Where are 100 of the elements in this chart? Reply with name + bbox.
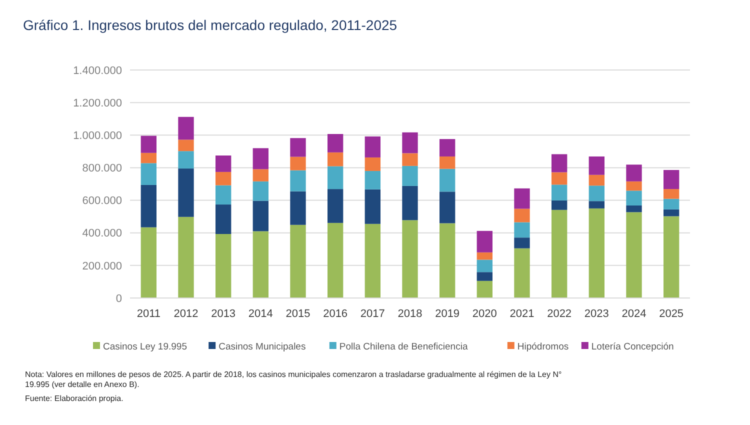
bar — [551, 210, 568, 298]
bar — [626, 190, 642, 206]
bar — [215, 185, 232, 205]
bar — [140, 227, 157, 298]
bar — [476, 252, 493, 260]
x-tick-label: 2018 — [398, 308, 422, 320]
bar — [551, 184, 568, 200]
bar — [476, 260, 493, 272]
bar — [626, 205, 642, 212]
x-tick-label: 2013 — [211, 308, 236, 320]
bar — [364, 189, 381, 224]
bar — [252, 169, 269, 182]
bar — [551, 154, 568, 172]
bar — [402, 186, 418, 220]
bar — [140, 184, 157, 228]
bar — [626, 181, 642, 191]
bar — [178, 151, 194, 169]
bar — [252, 148, 269, 170]
bar — [364, 157, 381, 171]
bar — [663, 189, 680, 199]
bar — [290, 156, 306, 170]
bar — [476, 230, 493, 252]
x-tick-label: 2015 — [286, 308, 310, 320]
bar — [364, 136, 381, 158]
source-note: Fuente: Elaboración propia. — [25, 394, 124, 403]
text: Nota: Valores en millones de pesos de 2025. A partir de 2018, los casinos municipales comenzaron a trasladarse gradualmente al régimen de la Ley N° 19.995 (ver detalle en Anexo B). — [25, 370, 562, 389]
bar — [663, 170, 680, 190]
x-tick-label: 2011 — [136, 308, 160, 320]
bar — [215, 204, 232, 234]
bar — [327, 152, 344, 166]
x-tick-label: 2020 — [472, 308, 497, 320]
bar — [663, 216, 680, 298]
bar — [178, 140, 194, 152]
bar — [439, 156, 456, 169]
bar — [514, 222, 530, 238]
bar — [514, 208, 530, 222]
bar — [327, 166, 344, 190]
y-tick-label: 600.000 — [82, 195, 122, 208]
y-tick-label: 1.400.000 — [73, 64, 122, 77]
bar — [252, 181, 269, 201]
legend-label: Hipódromos — [517, 341, 569, 352]
x-tick-label: 2016 — [323, 308, 348, 320]
bar — [551, 200, 568, 210]
bar — [663, 198, 680, 210]
y-tick-label: 0 — [116, 292, 122, 305]
bar — [439, 192, 456, 224]
bar — [140, 136, 157, 153]
x-tick-label: 2021 — [510, 308, 534, 320]
y-tick-label: 400.000 — [82, 228, 122, 240]
bar — [588, 186, 605, 202]
x-tick-label: 2019 — [435, 308, 460, 320]
bar — [402, 132, 418, 154]
bar — [178, 116, 194, 140]
bar — [327, 222, 344, 298]
bar — [476, 280, 493, 298]
bar — [588, 156, 605, 175]
x-tick-label: 2023 — [584, 308, 609, 320]
bar — [476, 272, 493, 281]
bar — [626, 164, 642, 182]
bar — [439, 223, 456, 298]
bar — [140, 163, 157, 185]
bar — [514, 238, 530, 248]
bar — [514, 188, 530, 209]
x-tick-label: 2022 — [547, 308, 572, 320]
bar — [215, 156, 232, 172]
bar — [551, 172, 568, 185]
bar — [327, 189, 344, 223]
x-tick-label: 2012 — [174, 308, 198, 320]
chart-title: Gráfico 1. Ingresos brutos del mercado regulado, 2011-2025 — [23, 17, 398, 33]
bar — [290, 191, 306, 225]
bar — [215, 172, 232, 186]
bar — [290, 170, 306, 192]
y-tick-label: 800.000 — [82, 162, 122, 175]
bar — [402, 166, 418, 186]
bar — [514, 248, 530, 298]
x-tick-label: 2024 — [622, 308, 646, 320]
bar — [178, 216, 194, 298]
bar — [626, 212, 642, 298]
y-tick-label: 1.200.000 — [73, 97, 122, 110]
bar — [252, 231, 269, 298]
bar — [439, 168, 456, 192]
bar — [588, 174, 605, 186]
bar — [402, 220, 418, 298]
y-tick-label: 200.000 — [82, 260, 122, 272]
bar — [290, 138, 306, 157]
bar — [140, 152, 157, 164]
legend-label: Casinos Municipales — [218, 341, 306, 352]
legend-label: Polla Chilena de Beneficiencia — [339, 341, 468, 352]
bar — [215, 234, 232, 298]
bar — [178, 168, 194, 217]
bar — [327, 134, 344, 152]
bar — [364, 170, 381, 190]
bar — [290, 224, 306, 298]
bar — [252, 200, 269, 232]
legend-label: Lotería Concepción — [591, 341, 674, 352]
bar — [588, 208, 605, 298]
x-tick-label: 2017 — [360, 308, 385, 320]
legend-label: Casinos Ley 19.995 — [103, 341, 187, 352]
bar — [439, 139, 456, 156]
x-tick-label: 2014 — [248, 308, 273, 320]
